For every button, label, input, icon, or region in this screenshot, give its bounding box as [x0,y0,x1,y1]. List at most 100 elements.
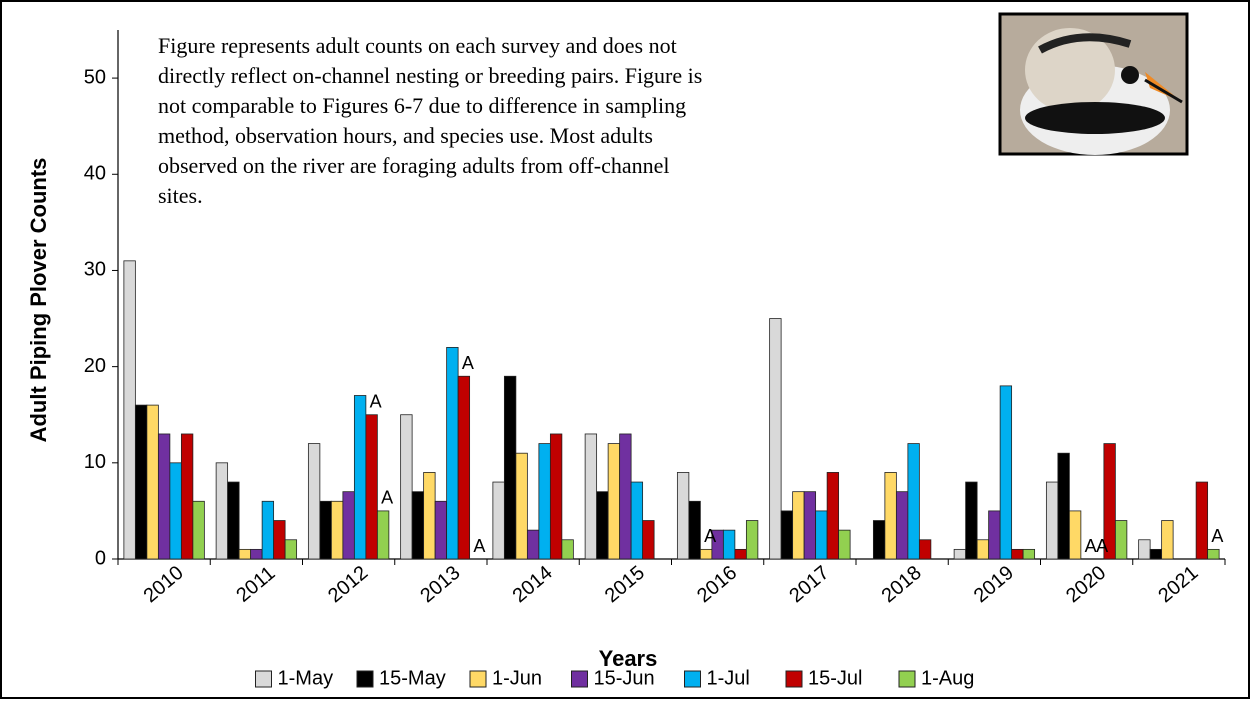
bar [319,500,332,560]
bar [965,481,978,560]
bar [1138,539,1151,560]
bar [745,520,759,560]
bar [376,510,390,560]
annotation: A [462,353,474,373]
bar [134,404,148,560]
legend-label: 1-Jun [492,667,542,689]
bar [526,529,540,560]
bar [976,539,990,560]
bar [884,472,897,560]
annotation: A [370,391,382,411]
bar [250,548,263,560]
bar [411,491,425,560]
bar [1207,548,1220,560]
note-line: sites. [158,183,203,208]
bar [999,385,1013,560]
legend-label: 1-May [278,667,334,689]
bar [1103,443,1116,560]
bar [1149,548,1163,560]
bar [619,433,632,560]
annotation: A [704,526,716,546]
bar [722,529,736,560]
bar [515,452,528,560]
bar [1057,452,1070,560]
bar [538,443,551,560]
bar [780,510,794,560]
note-line: Figure represents adult counts on each s… [158,33,677,58]
bar [792,491,805,560]
y-tick-label: 50 [84,66,106,88]
bar [123,260,136,560]
bar [676,472,690,560]
y-tick-label: 0 [95,547,106,569]
y-tick-label: 20 [84,355,106,377]
bar [261,500,275,560]
legend-swatch [571,670,588,688]
bar [307,443,321,560]
y-tick-label: 30 [84,259,106,281]
bar [630,481,644,560]
legend-swatch [255,670,272,688]
bar [561,539,574,560]
y-axis-title: Adult Piping Plover Counts [26,158,51,443]
bar [1068,510,1082,560]
legend-swatch [356,670,374,688]
bar [815,510,828,560]
note-line: directly reflect on-channel nesting or b… [158,63,702,88]
bar [180,433,194,560]
bar [918,539,932,560]
bar [215,462,229,560]
legend-label: 15-Jun [594,667,655,689]
bar [146,404,159,560]
bar [1011,548,1024,560]
bar [1195,481,1209,560]
note-line: method, observation hours, and species u… [158,123,653,148]
bar [872,520,886,560]
bar [907,443,920,560]
annotation: A [473,536,485,556]
bird-photo [998,12,1189,156]
bar [1022,548,1036,560]
bar [1161,520,1174,560]
bar [423,472,436,560]
bar [803,491,817,560]
bar [734,548,747,560]
bar [642,520,655,560]
bar [953,548,967,560]
bar [895,491,909,560]
bar [400,414,413,560]
bar [826,472,840,560]
bar [157,433,171,560]
bar [769,318,782,560]
bar [342,491,355,560]
legend-label: 1-Jul [707,667,750,689]
legend-swatch [785,670,803,688]
bar [699,548,713,560]
note-line: observed on the river are foraging adult… [158,153,670,178]
bar [227,481,240,560]
legend-swatch [469,670,487,688]
bar [584,433,598,560]
annotation: A [1096,536,1108,556]
bar [238,548,252,560]
legend-swatch [684,670,701,688]
bar [169,462,182,560]
bar [353,395,367,560]
bar [988,510,1001,560]
annotation: A [381,488,393,508]
bar [284,539,298,560]
bar [596,491,609,560]
y-tick-label: 10 [84,451,106,473]
x-axis-title: Years [599,646,658,671]
bar [192,500,205,560]
y-tick-label: 40 [84,163,106,185]
legend-label: 1-Aug [921,667,974,689]
bar [503,375,517,560]
bar [434,500,448,560]
bar [838,529,851,560]
bar [549,433,563,560]
bar [457,375,471,560]
legend-swatch [898,670,916,688]
legend-label: 15-Jul [808,667,862,689]
bar [1045,481,1059,560]
